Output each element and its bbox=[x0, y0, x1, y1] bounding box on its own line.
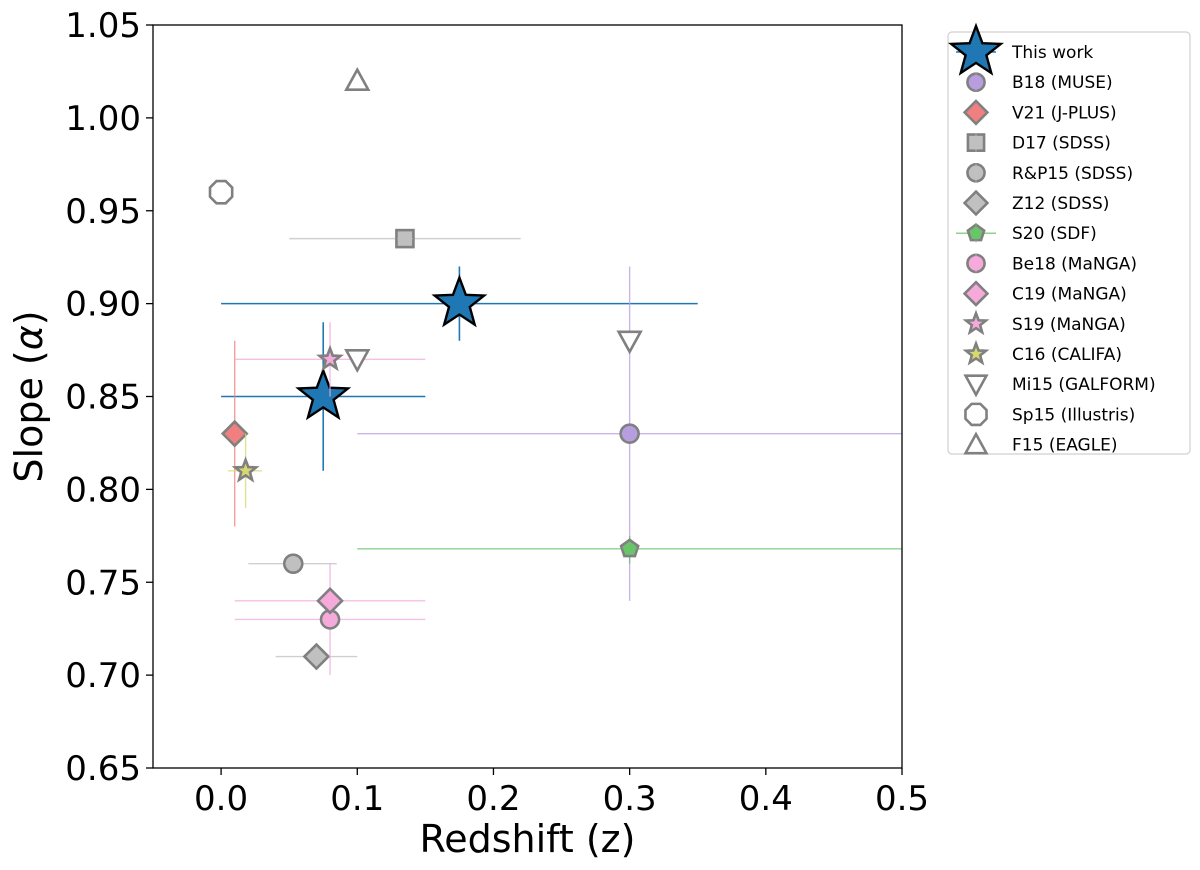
legend-entry: This work bbox=[948, 22, 1093, 76]
legend-marker bbox=[948, 22, 1004, 76]
legend-marker bbox=[962, 339, 990, 366]
series-2 bbox=[220, 340, 249, 527]
legend-entry: V21 (J-PLUS) bbox=[962, 99, 1117, 126]
series-9 bbox=[234, 322, 426, 397]
legend-label: This work bbox=[1011, 43, 1093, 63]
legend-entry: B18 (MUSE) bbox=[966, 72, 1113, 93]
legend-marker bbox=[964, 402, 988, 427]
legend-label: Z12 (SDSS) bbox=[1012, 194, 1109, 214]
x-tick-label: 0.1 bbox=[330, 779, 384, 819]
series-6 bbox=[357, 535, 902, 564]
series-0 bbox=[221, 266, 698, 471]
legend-frame bbox=[947, 31, 1191, 455]
legend-label: C16 (CALIFA) bbox=[1012, 345, 1122, 365]
y-tick-label: 0.90 bbox=[65, 285, 141, 325]
legend-label: C19 (MaNGA) bbox=[1012, 285, 1127, 305]
legend-entry: Mi15 (GALFORM) bbox=[963, 374, 1156, 398]
x-tick-label: 0.5 bbox=[875, 779, 929, 819]
y-tick-label: 0.80 bbox=[65, 470, 141, 510]
y-tick-label: 0.70 bbox=[65, 656, 141, 696]
legend-label: D17 (SDSS) bbox=[1012, 134, 1111, 154]
legend-label: V21 (J-PLUS) bbox=[1012, 103, 1117, 123]
legend-entry: D17 (SDSS) bbox=[966, 133, 1111, 154]
legend-entry: Sp15 (Illustris) bbox=[964, 402, 1135, 427]
series-11 bbox=[344, 330, 643, 374]
data-point bbox=[295, 367, 352, 421]
series-4 bbox=[248, 553, 337, 574]
x-tick-label: 0.0 bbox=[194, 779, 248, 819]
data-point bbox=[220, 419, 249, 448]
y-tick-label: 0.85 bbox=[65, 378, 141, 418]
series-5 bbox=[275, 642, 358, 671]
x-axis-label: Redshift (z) bbox=[420, 817, 636, 861]
x-tick-label: 0.2 bbox=[466, 779, 520, 819]
data-point bbox=[616, 330, 643, 355]
legend-marker bbox=[963, 431, 989, 455]
legend-entry: Z12 (SDSS) bbox=[962, 189, 1109, 217]
legend-entry: C19 (MaNGA) bbox=[962, 280, 1127, 307]
legend-label: F15 (EAGLE) bbox=[1012, 436, 1118, 456]
legend-entry: Be18 (MaNGA) bbox=[966, 253, 1137, 274]
y-tick-label: 1.05 bbox=[65, 6, 141, 46]
series-12 bbox=[208, 179, 234, 205]
legend-label: Mi15 (GALFORM) bbox=[1012, 375, 1156, 395]
legend-label: S20 (SDF) bbox=[1012, 224, 1097, 244]
legend-label: B18 (MUSE) bbox=[1012, 73, 1113, 93]
series-8 bbox=[234, 586, 426, 615]
y-tick-label: 0.75 bbox=[65, 563, 141, 603]
legend-label: Be18 (MaNGA) bbox=[1012, 254, 1137, 274]
legend-entry: R&P15 (SDSS) bbox=[966, 162, 1133, 184]
data-point bbox=[344, 349, 371, 374]
legend-entry: S19 (MaNGA) bbox=[962, 309, 1126, 336]
data-point bbox=[619, 538, 640, 558]
plot-area bbox=[208, 67, 902, 676]
series-10 bbox=[227, 433, 262, 508]
legend-marker bbox=[963, 374, 989, 398]
legend-entry: S20 (SDF) bbox=[956, 223, 1097, 244]
data-point bbox=[316, 344, 345, 372]
y-tick-label: 1.00 bbox=[65, 99, 141, 139]
legend-marker bbox=[962, 309, 990, 336]
series-7 bbox=[234, 563, 426, 676]
legend-label: R&P15 (SDSS) bbox=[1012, 164, 1133, 184]
legend-label: Sp15 (Illustris) bbox=[1012, 405, 1135, 425]
legend-entry: F15 (EAGLE) bbox=[963, 431, 1118, 456]
series-3 bbox=[289, 228, 521, 249]
data-point bbox=[431, 274, 488, 328]
data-point bbox=[344, 67, 371, 92]
legend: This work B18 (MUSE) V21 (J-PLUS) D17 (SDSS… bbox=[947, 22, 1191, 456]
data-point bbox=[208, 179, 234, 205]
legend-entry: C16 (CALIFA) bbox=[962, 339, 1122, 366]
x-tick-label: 0.4 bbox=[739, 779, 793, 819]
y-axis-label: Slope (α) bbox=[7, 310, 51, 482]
series-13 bbox=[344, 67, 371, 92]
y-tick-label: 0.95 bbox=[65, 192, 141, 232]
y-tick-label: 0.65 bbox=[65, 749, 141, 789]
x-tick-label: 0.3 bbox=[603, 779, 657, 819]
legend-label: S19 (MaNGA) bbox=[1012, 315, 1126, 335]
data-point bbox=[231, 456, 260, 483]
